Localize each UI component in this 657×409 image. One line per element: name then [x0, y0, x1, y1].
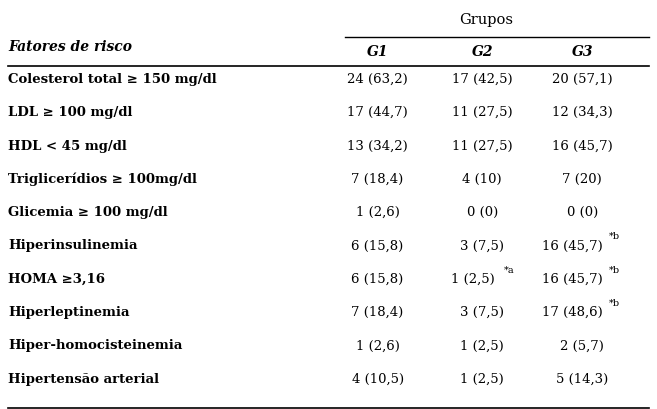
Text: 16 (45,7): 16 (45,7) [542, 239, 603, 252]
Text: Hipertensão arterial: Hipertensão arterial [8, 373, 159, 386]
Text: 24 (63,2): 24 (63,2) [347, 73, 408, 86]
Text: Glicemia ≥ 100 mg/dl: Glicemia ≥ 100 mg/dl [8, 206, 168, 219]
Text: 0 (0): 0 (0) [466, 206, 498, 219]
Text: G1: G1 [367, 45, 388, 59]
Text: 3 (7,5): 3 (7,5) [461, 306, 504, 319]
Text: 16 (45,7): 16 (45,7) [552, 139, 613, 153]
Text: 2 (5,7): 2 (5,7) [560, 339, 604, 353]
Text: HOMA ≥3,16: HOMA ≥3,16 [8, 273, 105, 286]
Text: G3: G3 [572, 45, 593, 59]
Text: *b: *b [608, 232, 620, 241]
Text: 12 (34,3): 12 (34,3) [552, 106, 613, 119]
Text: 1 (2,5): 1 (2,5) [461, 373, 504, 386]
Text: 5 (14,3): 5 (14,3) [556, 373, 608, 386]
Text: LDL ≥ 100 mg/dl: LDL ≥ 100 mg/dl [8, 106, 133, 119]
Text: Triglicerídios ≥ 100mg/dl: Triglicerídios ≥ 100mg/dl [8, 173, 197, 186]
Text: G2: G2 [472, 45, 493, 59]
Text: 6 (15,8): 6 (15,8) [351, 239, 403, 252]
Text: 4 (10,5): 4 (10,5) [351, 373, 403, 386]
Text: 1 (2,6): 1 (2,6) [355, 339, 399, 353]
Text: 17 (44,7): 17 (44,7) [347, 106, 408, 119]
Text: Hiperinsulinemia: Hiperinsulinemia [8, 239, 137, 252]
Text: 0 (0): 0 (0) [567, 206, 598, 219]
Text: 17 (48,6): 17 (48,6) [542, 306, 603, 319]
Text: Colesterol total ≥ 150 mg/dl: Colesterol total ≥ 150 mg/dl [8, 73, 217, 86]
Text: HDL < 45 mg/dl: HDL < 45 mg/dl [8, 139, 127, 153]
Text: Grupos: Grupos [459, 13, 514, 27]
Text: 17 (42,5): 17 (42,5) [452, 73, 512, 86]
Text: 7 (20): 7 (20) [562, 173, 602, 186]
Text: *b: *b [608, 266, 620, 275]
Text: 16 (45,7): 16 (45,7) [542, 273, 603, 286]
Text: Fatores de risco: Fatores de risco [8, 40, 132, 54]
Text: 11 (27,5): 11 (27,5) [452, 139, 512, 153]
Text: 3 (7,5): 3 (7,5) [461, 239, 504, 252]
Text: 20 (57,1): 20 (57,1) [552, 73, 612, 86]
Text: *a: *a [504, 266, 514, 275]
Text: 11 (27,5): 11 (27,5) [452, 106, 512, 119]
Text: 1 (2,6): 1 (2,6) [355, 206, 399, 219]
Text: Hiperleptinemia: Hiperleptinemia [8, 306, 129, 319]
Text: 1 (2,5): 1 (2,5) [461, 339, 504, 353]
Text: Hiper-homocisteinemia: Hiper-homocisteinemia [8, 339, 182, 353]
Text: 4 (10): 4 (10) [463, 173, 502, 186]
Text: 6 (15,8): 6 (15,8) [351, 273, 403, 286]
Text: 13 (34,2): 13 (34,2) [347, 139, 408, 153]
Text: 1 (2,5): 1 (2,5) [451, 273, 494, 286]
Text: *b: *b [608, 299, 620, 308]
Text: 7 (18,4): 7 (18,4) [351, 306, 403, 319]
Text: 7 (18,4): 7 (18,4) [351, 173, 403, 186]
